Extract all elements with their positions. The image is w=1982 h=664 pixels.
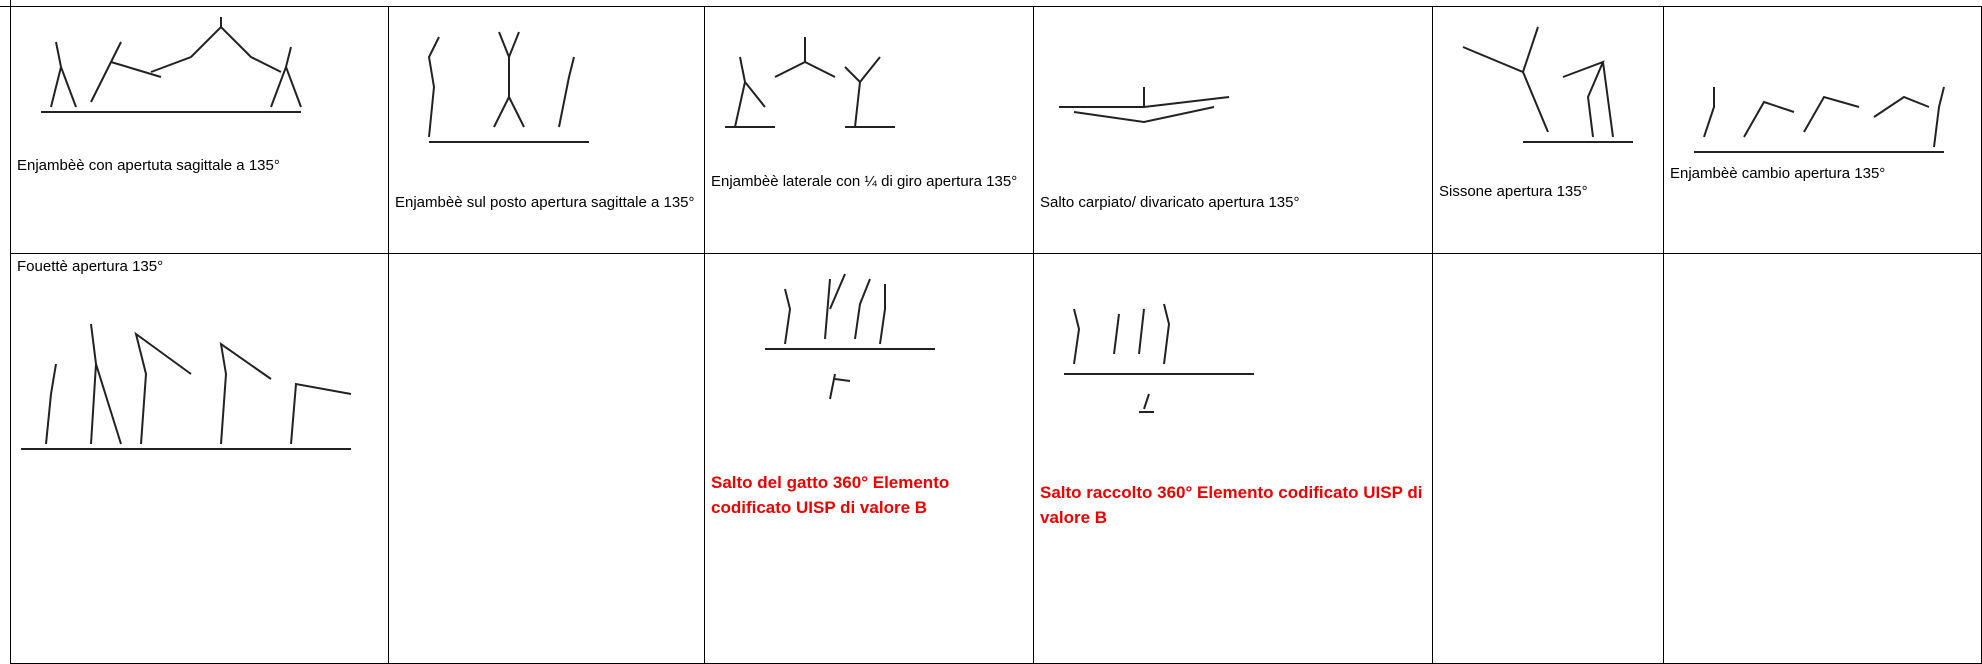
cell-text: Enjambèè con apertuta sagittale a 135° — [17, 157, 280, 174]
table-cell: Fouettè apertura 135° — [10, 253, 389, 664]
sketch — [41, 17, 302, 113]
table-cell: Salto carpiato/ divaricato apertura 135° — [1033, 6, 1433, 254]
cell-text: Sissone apertura 135° — [1439, 183, 1588, 200]
sketch — [1462, 26, 1633, 143]
sketch — [1059, 87, 1230, 124]
cell-text: Enjambèè cambio apertura 135° — [1670, 165, 1886, 182]
table-cell: Enjambèè sul posto apertura sagittale a … — [388, 6, 705, 254]
cell-text: Salto del gatto 360° Elemento codificato… — [711, 473, 950, 517]
cell-text: Enjambèè sul posto apertura sagittale a … — [395, 194, 695, 211]
cell-text: Salto carpiato/ divaricato apertura 135° — [1040, 194, 1300, 211]
table-cell: Sissone apertura 135° — [1432, 6, 1664, 254]
table-cell: Salto raccolto 360° Elemento codificato … — [1033, 253, 1433, 664]
table-cell: Enjambèè laterale con ¼ di giro apertura… — [704, 6, 1034, 254]
table-cell — [1663, 253, 1982, 664]
cell-text: Fouettè apertura 135° — [17, 258, 164, 275]
sketch — [725, 37, 895, 128]
sketch — [21, 323, 352, 450]
cell-text: Enjambèè laterale con ¼ di giro apertura… — [711, 173, 1018, 190]
table-cell — [1432, 253, 1664, 664]
table-cell: Salto del gatto 360° Elemento codificato… — [704, 253, 1034, 664]
table-cell — [388, 253, 705, 664]
sketch — [765, 273, 935, 400]
sketch — [427, 31, 589, 143]
cell-text: Salto raccolto 360° Elemento codificato … — [1040, 483, 1423, 527]
border — [0, 0, 11, 7]
table-cell: Enjambèè cambio apertura 135° — [1663, 6, 1982, 254]
sketch — [1694, 86, 1945, 153]
table-cell: Enjambèè con apertuta sagittale a 135° — [10, 6, 389, 254]
sketch — [1064, 303, 1254, 413]
